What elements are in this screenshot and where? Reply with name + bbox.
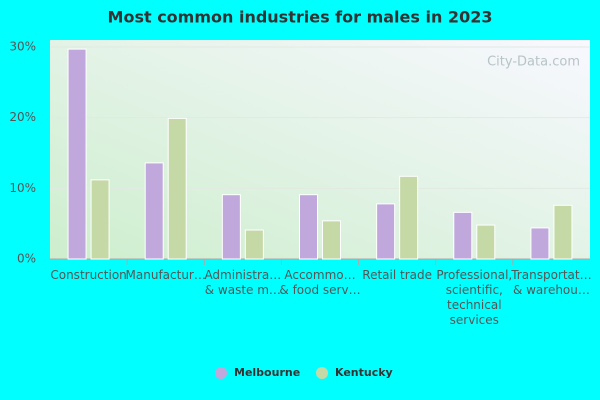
x-tick-label-line: & warehou… xyxy=(513,283,590,297)
x-tick-label: Administra… & waste m… xyxy=(204,268,281,297)
bar xyxy=(244,229,264,260)
y-tick-label: 0% xyxy=(17,252,36,266)
legend-swatch xyxy=(316,367,328,379)
x-tick-label: Manufactur… xyxy=(126,268,206,282)
x-tick-label: Transportat… & warehou… xyxy=(510,268,591,297)
chart-title: Most common industries for males in 2023 xyxy=(108,8,493,27)
plot-area xyxy=(50,40,590,259)
bar xyxy=(476,224,496,260)
bar xyxy=(530,227,550,260)
y-tick-label: 30% xyxy=(9,40,36,54)
y-tick-label: 20% xyxy=(9,110,36,124)
x-tick-label: Construction xyxy=(50,268,126,282)
x-tick-label: Retail trade xyxy=(362,268,432,282)
y-tick-label: 10% xyxy=(9,181,36,195)
bar xyxy=(67,48,87,260)
bar xyxy=(299,194,318,260)
bar xyxy=(453,211,473,260)
watermark: City-Data.com xyxy=(487,55,580,70)
x-tick-label-line: & waste m… xyxy=(205,283,281,297)
bar xyxy=(399,175,419,260)
x-tick-label-line: Accommo… xyxy=(284,268,355,282)
legend-label: Melbourne xyxy=(234,366,300,379)
x-tick-label-line: Manufactur… xyxy=(126,268,206,282)
x-tick-label-line: Construction xyxy=(50,268,126,282)
bar xyxy=(322,220,341,260)
x-tick-label: Professional, scientific, technical service… xyxy=(436,268,512,327)
bar xyxy=(553,204,573,260)
bar xyxy=(376,203,396,260)
x-tick-label-line: Transportat… xyxy=(510,268,591,282)
x-tick-label-line: technical xyxy=(447,298,502,312)
bar xyxy=(144,162,164,260)
x-tick-label-line: Professional, xyxy=(436,268,512,282)
legend-swatch xyxy=(215,367,227,379)
bar xyxy=(221,194,241,260)
x-tick-label-line: Administra… xyxy=(204,268,281,282)
x-tick-label-line: scientific, xyxy=(446,283,503,297)
legend-label: Kentucky xyxy=(335,366,393,379)
x-tick-label-line: services xyxy=(450,313,499,327)
x-tick-label-line: Retail trade xyxy=(362,268,432,282)
x-tick-label-line: & food serv… xyxy=(279,283,360,297)
bar xyxy=(167,117,187,260)
bar xyxy=(90,179,110,260)
x-tick-label: Accommo… & food serv… xyxy=(279,268,360,297)
